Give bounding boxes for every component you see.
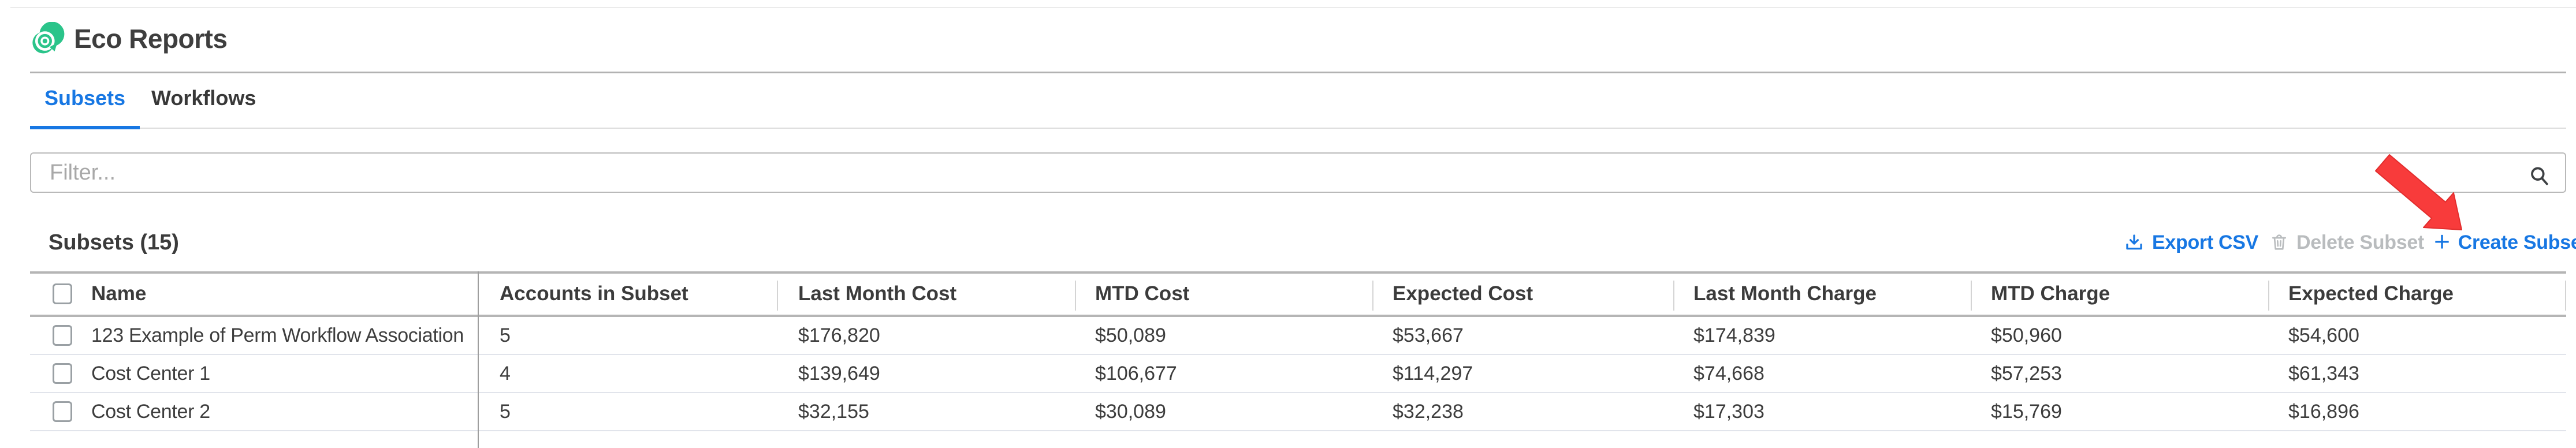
active-tab-indicator (30, 126, 140, 129)
table-row: Cost Center 2 5 $32,155 $30,089 $32,238 … (0, 393, 2576, 430)
column-header-expected-charge[interactable]: Expected Charge (2288, 282, 2454, 305)
create-subset-label: Create Subset (2458, 231, 2576, 253)
mtd-cost-value: $106,677 (1095, 363, 1177, 384)
row-checkbox[interactable] (53, 363, 72, 384)
page-title: Eco Reports (74, 24, 228, 54)
expected-cost-value: $114,297 (1393, 363, 1473, 384)
column-header-accounts-in-subset[interactable]: Accounts in Subset (500, 282, 688, 305)
last-month-cost-value: $139,649 (798, 363, 880, 384)
header-divider (30, 72, 2566, 73)
section-title: Subsets (15) (49, 230, 179, 255)
mtd-charge-value: $15,769 (1991, 401, 2062, 423)
table-header-row: Name Accounts in Subset Last Month Cost … (0, 274, 2576, 314)
column-header-last-month-cost[interactable]: Last Month Cost (798, 282, 957, 305)
accounts-in-subset-value: 5 (500, 401, 511, 423)
last-month-cost-value: $32,155 (798, 401, 869, 423)
column-header-mtd-charge[interactable]: MTD Charge (1991, 282, 2110, 305)
subset-name-link[interactable]: 123 Example of Perm Workflow Association (91, 324, 464, 346)
column-divider (2268, 281, 2269, 311)
column-header-last-month-charge[interactable]: Last Month Charge (1693, 282, 1877, 305)
row-checkbox[interactable] (53, 401, 72, 422)
page-top-divider (10, 7, 2576, 8)
column-divider (1971, 281, 1972, 311)
expected-charge-value: $61,343 (2288, 363, 2359, 384)
subset-name-link[interactable]: Cost Center 2 (91, 401, 210, 423)
mtd-charge-value: $50,960 (1991, 324, 2062, 346)
column-header-mtd-cost[interactable]: MTD Cost (1095, 282, 1190, 305)
filter-input[interactable] (30, 152, 2566, 193)
table-header-border (30, 315, 2566, 317)
row-divider (30, 392, 2566, 393)
export-csv-button[interactable]: Export CSV (2124, 230, 2258, 255)
row-checkbox[interactable] (53, 325, 72, 346)
tab-workflows[interactable]: Workflows (151, 86, 256, 110)
column-divider (777, 281, 778, 311)
last-month-cost-value: $176,820 (798, 324, 880, 346)
create-subset-button[interactable]: + Create Subset (2434, 227, 2576, 257)
table-top-border (30, 271, 2566, 274)
eco-logo-icon (32, 22, 65, 54)
subset-name-link[interactable]: Cost Center 1 (91, 363, 210, 384)
expected-cost-value: $53,667 (1393, 324, 1464, 346)
column-divider (1372, 281, 1373, 311)
mtd-cost-value: $50,089 (1095, 324, 1166, 346)
column-divider (1075, 281, 1076, 311)
last-month-charge-value: $74,668 (1693, 363, 1765, 384)
delete-subset-button[interactable]: Delete Subset (2270, 230, 2424, 255)
tab-subsets[interactable]: Subsets (44, 86, 126, 110)
search-icon[interactable] (2529, 165, 2551, 188)
last-month-charge-value: $174,839 (1693, 324, 1775, 346)
column-header-name[interactable]: Name (91, 282, 147, 305)
name-column-divider (478, 271, 479, 448)
column-header-expected-cost[interactable]: Expected Cost (1393, 282, 1533, 305)
expected-charge-value: $16,896 (2288, 401, 2359, 423)
mtd-cost-value: $30,089 (1095, 401, 1166, 423)
row-divider (30, 430, 2566, 431)
mtd-charge-value: $57,253 (1991, 363, 2062, 384)
table-row: 123 Example of Perm Workflow Association… (0, 317, 2576, 354)
expected-charge-value: $54,600 (2288, 324, 2359, 346)
accounts-in-subset-value: 4 (500, 363, 511, 384)
trash-icon (2272, 234, 2286, 250)
accounts-in-subset-value: 5 (500, 324, 511, 346)
table-row: Cost Center 1 4 $139,649 $106,677 $114,2… (0, 355, 2576, 392)
last-month-charge-value: $17,303 (1693, 401, 1765, 423)
column-divider (1673, 281, 1674, 311)
select-all-checkbox[interactable] (53, 283, 72, 304)
delete-subset-label: Delete Subset (2296, 231, 2424, 253)
download-icon (2126, 234, 2142, 250)
column-divider (2565, 281, 2566, 311)
expected-cost-value: $32,238 (1393, 401, 1464, 423)
plus-icon: + (2434, 227, 2450, 257)
export-csv-label: Export CSV (2152, 231, 2259, 253)
tabs-divider (30, 128, 2566, 129)
row-divider (30, 354, 2566, 355)
